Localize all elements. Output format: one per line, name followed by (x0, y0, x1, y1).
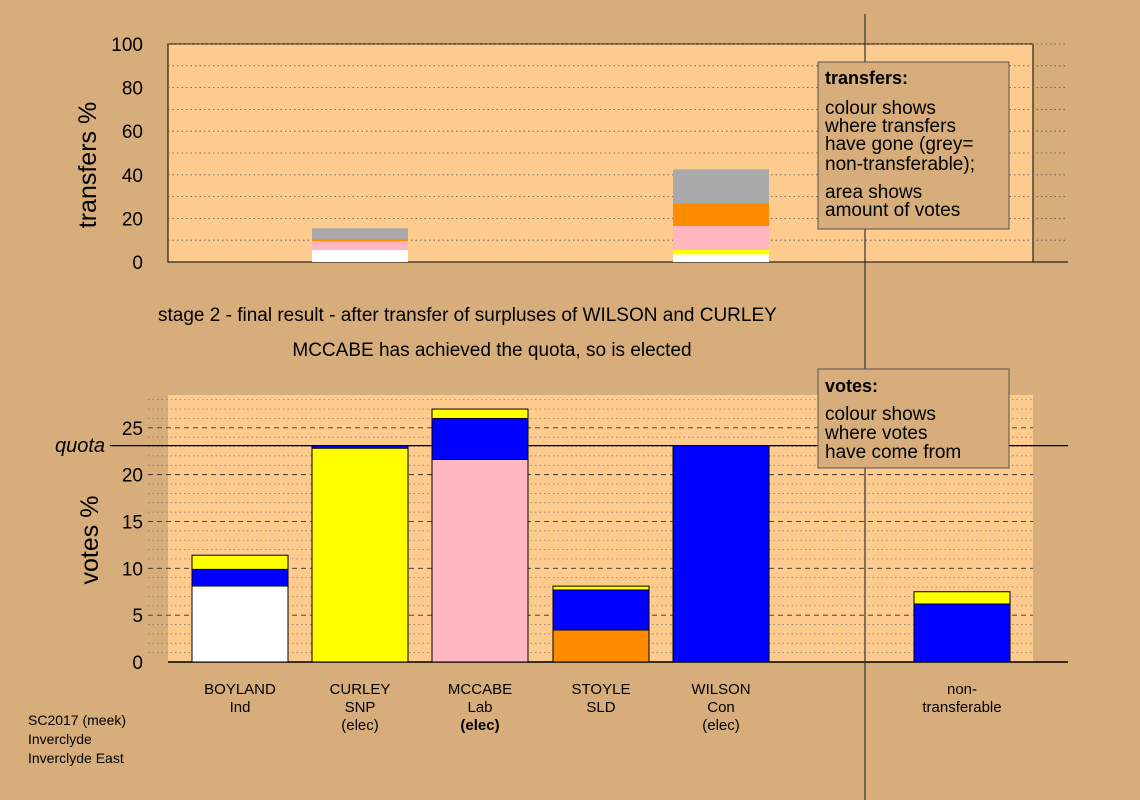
candidate-label: (elec) (460, 717, 499, 734)
votes-bar-outline (191, 554, 289, 663)
votes-y-tick-label: 5 (132, 606, 143, 627)
footer: SC2017 (meek) Inverclyde Inverclyde East (28, 712, 126, 766)
candidate-label: MCCABE (448, 681, 512, 698)
candidate-label: Ind (230, 699, 251, 716)
transfers-y-tick-label: 20 (122, 209, 143, 230)
votes-segment (192, 569, 288, 587)
transfers-bar-wilson (673, 169, 769, 262)
transfers-segment (312, 228, 408, 240)
candidate-label: SLD (586, 699, 615, 716)
votes-y-tick-label: 25 (122, 419, 143, 440)
candidate-label: Lab (467, 699, 492, 716)
transfers-segment (673, 226, 769, 251)
votes-bar-boyland (191, 554, 289, 663)
votes-bar-curley (311, 445, 409, 663)
votes-y-ticks: 0 5 10 15 20 25 (122, 419, 143, 674)
votes-segment (553, 630, 649, 662)
transfers-segment (312, 250, 408, 262)
votes-bar-outline (913, 591, 1011, 663)
quota-label: quota (55, 435, 105, 457)
candidate-labels: BOYLANDIndCURLEYSNP(elec)MCCABELab(elec)… (204, 681, 1001, 734)
transfers-segment (673, 250, 769, 255)
transfers-legend-line: where transfers (824, 116, 956, 137)
candidate-label: WILSON (691, 681, 750, 698)
votes-bar-wilson (672, 445, 770, 663)
candidate-label: CURLEY (330, 681, 391, 698)
transfers-legend-line: amount of votes (825, 200, 960, 221)
transfers-legend-line: non-transferable); (825, 154, 975, 175)
candidate-label: STOYLE (572, 681, 631, 698)
votes-bar-outline (311, 445, 409, 663)
votes-segment (432, 459, 528, 662)
votes-segment (914, 591, 1010, 604)
votes-legend-line: where votes (824, 423, 927, 444)
footer-ward: Inverclyde East (28, 750, 124, 766)
election-status: MCCABE has achieved the quota, so is ele… (292, 340, 691, 361)
transfers-bars (312, 169, 769, 262)
transfers-segment (312, 239, 408, 242)
transfers-y-ticks: 0 20 40 60 80 100 (111, 35, 143, 274)
transfers-segment (673, 254, 769, 262)
transfers-y-tick-label: 0 (132, 253, 143, 274)
stage-description: stage 2 - final result - after transfer … (158, 305, 777, 326)
transfers-legend-line: area shows (825, 182, 922, 203)
votes-segment (312, 448, 408, 662)
votes-y-tick-label: 0 (132, 653, 143, 674)
votes-bar-mccabe (431, 408, 529, 663)
transfers-y-axis-label: transfers % (74, 102, 102, 228)
votes-segment (673, 445, 769, 662)
transfers-y-tick-label: 80 (122, 79, 143, 100)
votes-segment (432, 409, 528, 419)
votes-y-axis-label: votes % (76, 496, 104, 585)
votes-segment (553, 589, 649, 631)
votes-bar-outline (431, 408, 529, 663)
votes-segment (432, 418, 528, 460)
candidate-label: SNP (345, 699, 376, 716)
votes-bars (191, 408, 1011, 663)
transfers-y-tick-label: 40 (122, 166, 143, 187)
votes-bar-outline (552, 585, 650, 663)
candidate-label: BOYLAND (204, 681, 276, 698)
transfers-segment (673, 203, 769, 227)
transfers-segment (312, 241, 408, 251)
votes-legend-line: have come from (825, 442, 961, 463)
votes-legend-title: votes: (825, 376, 878, 396)
votes-segment (312, 445, 408, 449)
candidate-label: non- (947, 681, 977, 698)
top-grid (168, 43, 1068, 263)
candidate-label: Con (707, 699, 735, 716)
votes-bar-non-transferable (913, 591, 1011, 663)
votes-bar-outline (672, 445, 770, 663)
candidate-label: transferable (922, 699, 1001, 716)
transfers-bar-curley (312, 228, 408, 262)
votes-y-tick-label: 10 (122, 559, 143, 580)
footer-council: Inverclyde (28, 731, 92, 747)
votes-segment (192, 586, 288, 662)
votes-segment (553, 586, 649, 590)
votes-y-tick-label: 20 (122, 466, 143, 487)
votes-legend-line: colour shows (825, 404, 936, 425)
transfers-segment (673, 169, 769, 204)
votes-bar-stoyle (552, 585, 650, 663)
candidate-label: (elec) (702, 717, 740, 734)
transfers-legend-title: transfers: (825, 68, 908, 88)
votes-y-tick-label: 15 (122, 512, 143, 533)
votes-segment (914, 603, 1010, 662)
transfers-legend-line: have gone (grey= (825, 134, 973, 155)
candidate-label: (elec) (341, 717, 379, 734)
votes-segment (192, 555, 288, 570)
transfers-y-tick-label: 100 (111, 35, 143, 56)
transfers-y-tick-label: 60 (122, 122, 143, 143)
transfers-legend-line: colour shows (825, 98, 936, 119)
footer-election: SC2017 (meek) (28, 712, 126, 728)
